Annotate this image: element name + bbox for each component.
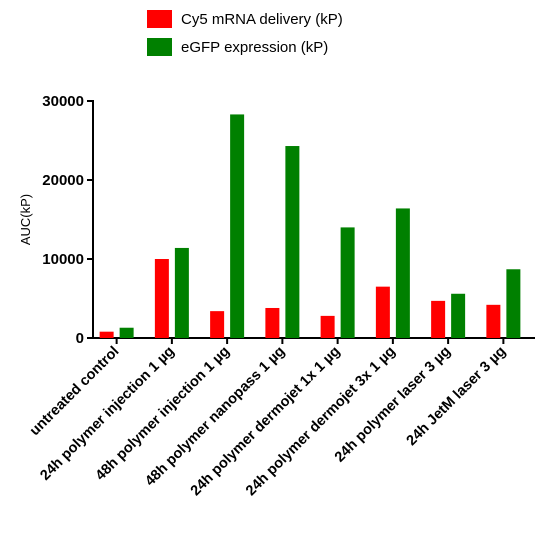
bar-cy5 [265, 307, 280, 338]
bar-egfp [174, 247, 189, 338]
x-tick-label: 24h JetM laser 3 µg [404, 344, 510, 450]
bar-egfp [340, 227, 355, 338]
bar-cy5 [375, 286, 390, 338]
y-tick-label: 30000 [42, 93, 84, 110]
legend-swatch [147, 10, 172, 28]
bar-egfp [451, 293, 466, 338]
bar-cy5 [99, 331, 114, 338]
legend: Cy5 mRNA delivery (kP) eGFP expression (k… [147, 10, 343, 56]
y-tick-label: 0 [76, 330, 84, 347]
legend-label: Cy5 mRNA delivery (kP) [181, 11, 343, 28]
bar-cy5 [154, 259, 169, 338]
x-tick-label: untreated control [27, 344, 123, 440]
legend-label: eGFP expression (kP) [181, 39, 328, 56]
y-tick-label: 20000 [42, 172, 84, 189]
legend-swatch [147, 38, 172, 56]
bar-cy5 [486, 304, 501, 338]
y-axis-title: AUC(kP) [18, 194, 33, 245]
bar-egfp [395, 208, 410, 338]
bar-egfp [506, 269, 521, 338]
bar-cy5 [210, 311, 225, 338]
bar-cy5 [431, 300, 446, 338]
bar-cy5 [320, 315, 335, 338]
bars [99, 114, 521, 339]
y-tick-label: 10000 [42, 251, 84, 268]
bar-egfp [285, 146, 300, 338]
bar-egfp [119, 327, 134, 338]
bar-egfp [230, 114, 245, 339]
